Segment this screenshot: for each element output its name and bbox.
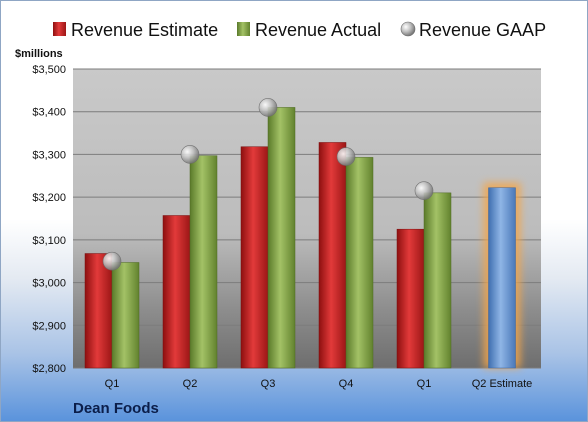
y-tick-label: $3,000 bbox=[32, 278, 66, 290]
legend-swatch bbox=[53, 22, 66, 36]
legend-label: Revenue Estimate bbox=[71, 20, 218, 40]
y-tick-label: $3,100 bbox=[32, 235, 66, 247]
x-tick-label: Q3 bbox=[261, 378, 276, 390]
bar-revenue-estimate bbox=[162, 215, 191, 369]
x-tick-label: Q4 bbox=[339, 378, 354, 390]
marker-revenue-gaap bbox=[180, 145, 200, 164]
bar-revenue-actual bbox=[267, 107, 296, 369]
unit-label: $millions bbox=[15, 48, 63, 60]
bar-revenue-estimate bbox=[240, 146, 269, 369]
y-tick-label: $3,300 bbox=[32, 149, 66, 161]
plot-area bbox=[73, 69, 541, 368]
bar-revenue-actual bbox=[189, 155, 218, 369]
company-name: Dean Foods bbox=[73, 400, 159, 417]
y-tick-label: $3,500 bbox=[32, 64, 66, 76]
x-tick-label: Q2 Estimate bbox=[472, 378, 533, 390]
x-tick-label: Q2 bbox=[183, 378, 198, 390]
gridlines bbox=[73, 68, 541, 369]
marker-revenue-gaap bbox=[102, 251, 122, 271]
bar-revenue-estimate bbox=[318, 142, 347, 369]
bar-revenue-actual bbox=[423, 192, 452, 369]
y-tick-label: $2,900 bbox=[32, 320, 66, 332]
bars bbox=[84, 107, 521, 369]
legend-swatch bbox=[237, 22, 250, 36]
y-tick-label: $3,400 bbox=[32, 107, 66, 119]
y-axis: $2,800 $2,900 $3,000 $3,100 $3,200 $3,300 $3,4… bbox=[32, 64, 66, 375]
bar-revenue-actual bbox=[111, 262, 140, 369]
marker-revenue-gaap bbox=[258, 98, 278, 117]
legend: Revenue Estimate Revenue Actual Revenue GA… bbox=[53, 20, 546, 40]
gaap-markers bbox=[102, 98, 434, 271]
legend-label: Revenue Actual bbox=[255, 20, 381, 40]
y-tick-label: $2,800 bbox=[32, 363, 66, 375]
legend-swatch-gaap bbox=[400, 21, 416, 37]
legend-label: Revenue GAAP bbox=[419, 20, 546, 40]
bar-revenue-estimate bbox=[396, 228, 425, 369]
marker-revenue-gaap bbox=[414, 181, 434, 201]
bar-q2-estimate bbox=[488, 187, 516, 369]
y-tick-label: $3,200 bbox=[32, 192, 66, 204]
x-tick-label: Q1 bbox=[105, 378, 120, 390]
bar-revenue-actual bbox=[345, 157, 374, 369]
marker-revenue-gaap bbox=[336, 147, 356, 166]
bar-revenue-estimate bbox=[84, 253, 113, 369]
x-axis: Q1 Q2 Q3 Q4 Q1 Q2 Estimate bbox=[105, 378, 533, 390]
x-tick-label: Q1 bbox=[417, 378, 432, 390]
